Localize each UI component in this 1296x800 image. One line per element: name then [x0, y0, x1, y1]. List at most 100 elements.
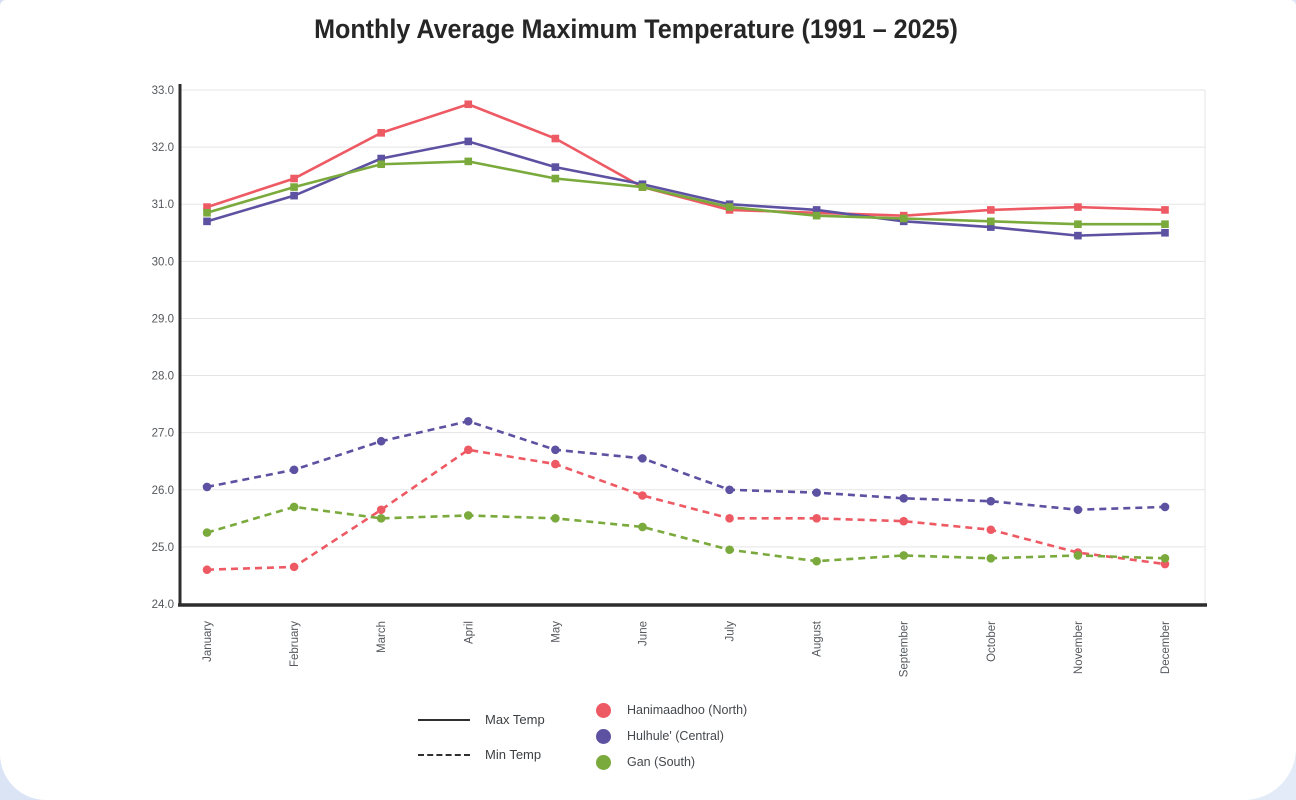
- legend-item-max-temp: Max Temp: [418, 702, 545, 737]
- x-tick-label: August: [812, 620, 824, 657]
- data-point: [203, 208, 211, 217]
- legend-item-gan: Gan (South): [596, 749, 747, 775]
- data-point: [899, 494, 909, 503]
- data-point: [203, 217, 211, 226]
- solid-line-icon: [418, 718, 470, 721]
- series-hulhule-max: [203, 137, 1169, 240]
- chart-title: Monthly Average Maximum Temperature (199…: [314, 14, 958, 44]
- data-point: [551, 445, 560, 455]
- data-point: [1161, 206, 1169, 214]
- x-tick-label: July: [725, 621, 737, 642]
- series-line-gan-max: [206, 160, 1165, 226]
- x-tick-label: October: [986, 621, 998, 662]
- x-tick-label: January: [202, 621, 214, 662]
- y-tick-label: 27.0: [152, 428, 174, 440]
- data-point: [812, 211, 821, 220]
- data-point: [986, 496, 996, 506]
- data-point: [986, 554, 996, 563]
- data-point: [463, 445, 473, 455]
- data-point: [638, 522, 647, 532]
- series-hanimaadhoo-min: [202, 445, 1170, 575]
- data-point: [289, 465, 299, 475]
- data-point: [1073, 551, 1083, 560]
- series-hulhule-min: [202, 416, 1170, 515]
- legend-item-min-temp: Min Temp: [418, 737, 545, 772]
- data-point: [987, 206, 995, 214]
- series-gan-max: [203, 157, 1169, 229]
- data-point: [376, 436, 386, 446]
- data-point: [464, 100, 473, 109]
- data-point: [986, 525, 996, 535]
- data-point: [812, 556, 821, 566]
- data-point: [464, 137, 473, 146]
- data-point: [551, 174, 560, 183]
- red-dot-icon: [596, 702, 611, 718]
- data-point: [987, 217, 995, 226]
- legend-label-min-temp: Min Temp: [485, 747, 542, 762]
- y-tick-label: 26.0: [152, 485, 174, 497]
- data-point: [377, 160, 385, 169]
- data-point: [1074, 220, 1082, 229]
- data-point: [1160, 554, 1170, 563]
- data-point: [1073, 505, 1083, 515]
- data-point: [1074, 203, 1082, 211]
- data-point: [203, 203, 211, 211]
- x-tick-label: May: [550, 621, 562, 643]
- data-point: [638, 491, 647, 500]
- data-point: [202, 482, 212, 492]
- series-gan-min: [202, 502, 1170, 566]
- y-tick-label: 32.0: [152, 142, 174, 154]
- data-point: [377, 129, 385, 137]
- data-point: [725, 545, 734, 555]
- legend-label-hanimaadhoo: Hanimaadhoo (North): [627, 703, 748, 717]
- data-point: [551, 514, 560, 523]
- data-point: [1161, 220, 1169, 229]
- series-line-hulhule-min: [206, 419, 1166, 512]
- x-tick-label: June: [637, 621, 649, 646]
- green-dot-icon: [596, 754, 611, 770]
- data-point: [725, 485, 734, 495]
- y-tick-label: 28.0: [152, 371, 174, 383]
- data-point: [202, 565, 212, 575]
- data-point: [638, 454, 647, 463]
- data-point: [290, 183, 298, 191]
- data-point: [290, 174, 298, 183]
- data-point: [290, 191, 298, 200]
- data-point: [638, 183, 647, 191]
- x-tick-label: September: [899, 621, 911, 677]
- series-line-hanimaadhoo-max: [206, 102, 1166, 217]
- y-tick-label: 33.0: [152, 85, 174, 97]
- data-point: [464, 157, 473, 166]
- data-point: [551, 163, 560, 171]
- data-point: [377, 154, 385, 163]
- data-point: [1160, 502, 1170, 512]
- data-point: [899, 214, 908, 223]
- legend-label-max-temp: Max Temp: [485, 712, 545, 727]
- series-hanimaadhoo-max: [203, 100, 1169, 220]
- data-point: [289, 562, 299, 572]
- y-tick-label: 25.0: [152, 542, 174, 554]
- data-point: [812, 514, 821, 523]
- data-point: [899, 516, 909, 526]
- data-point: [376, 505, 386, 515]
- data-point: [289, 502, 299, 512]
- y-tick-label: 29.0: [152, 313, 174, 325]
- data-point: [987, 223, 995, 231]
- data-point: [1161, 228, 1169, 237]
- y-tick-label: 24.0: [152, 599, 174, 611]
- data-point: [725, 203, 734, 211]
- data-point: [463, 511, 473, 520]
- data-point: [463, 416, 473, 426]
- data-point: [551, 134, 560, 143]
- x-tick-label: February: [289, 621, 301, 667]
- series-line-gan-min: [206, 505, 1166, 563]
- purple-dot-icon: [596, 728, 611, 744]
- legend-item-hulhule: Hulhule' (Central): [596, 723, 747, 749]
- data-point: [376, 514, 386, 523]
- dashed-line-icon: [418, 753, 470, 756]
- legend-item-hanimaadhoo: Hanimaadhoo (North): [596, 697, 747, 723]
- y-tick-label: 31.0: [152, 199, 174, 211]
